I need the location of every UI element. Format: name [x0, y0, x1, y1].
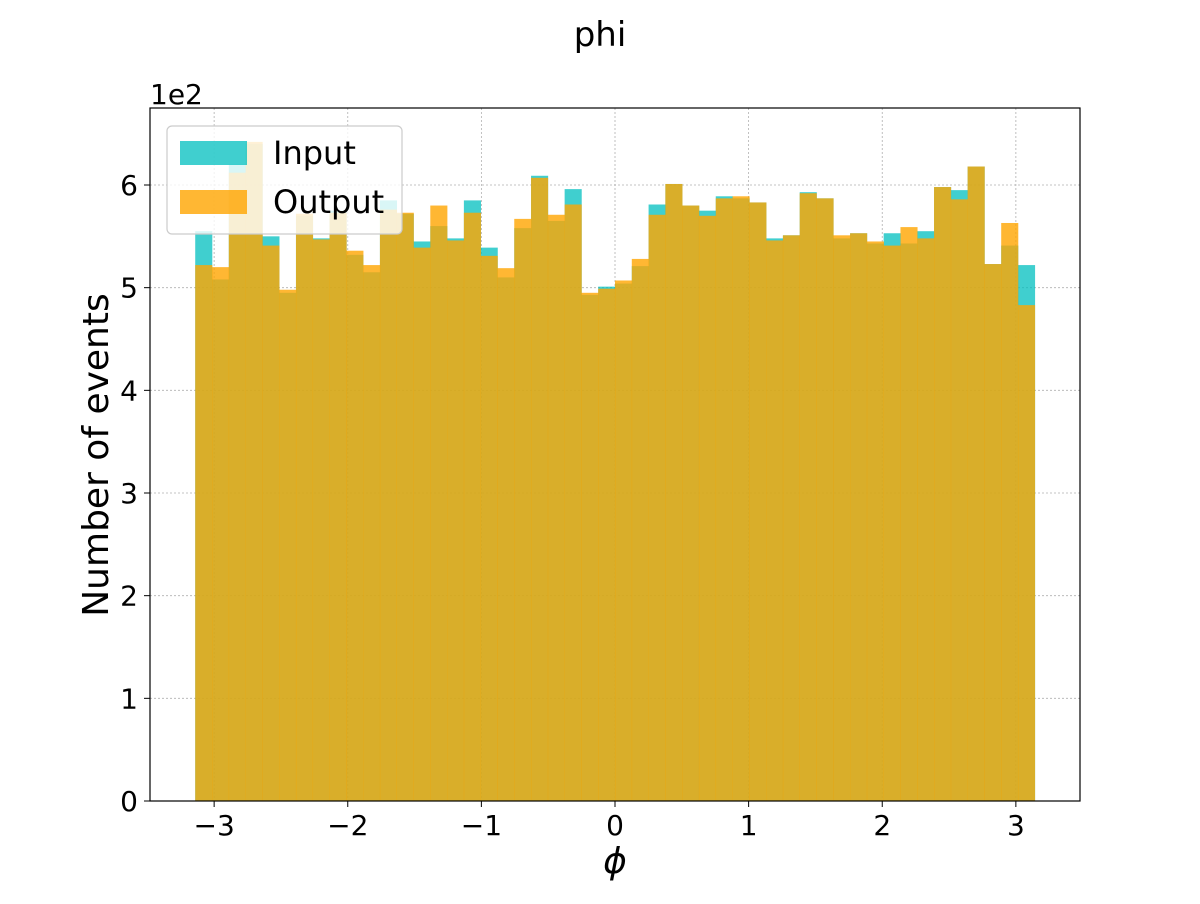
output-bar	[732, 196, 750, 801]
output-bar	[228, 172, 246, 801]
legend-label-output: Output	[273, 183, 384, 221]
legend-swatch-input	[180, 141, 247, 165]
output-bar	[799, 193, 817, 802]
y-tick-label: 4	[120, 374, 138, 407]
y-axis-label: Number of events	[76, 293, 117, 617]
output-bar	[379, 209, 398, 801]
output-bar	[866, 241, 884, 801]
output-bar	[648, 214, 666, 802]
x-tick-label: 1	[740, 809, 758, 842]
output-bar	[749, 202, 767, 801]
output-bar	[363, 265, 381, 802]
output-bar	[430, 205, 448, 802]
output-bar	[1001, 222, 1019, 801]
output-bar	[447, 240, 465, 801]
chart-title: phi	[574, 15, 627, 55]
output-bar	[396, 212, 414, 802]
y-multiplier-label: 1e2	[150, 78, 203, 111]
legend-label-input: Input	[273, 134, 356, 172]
x-axis-label: ϕ	[603, 841, 627, 882]
y-tick-label: 1	[120, 682, 138, 715]
legend-swatch-output	[180, 190, 247, 214]
x-axis: −3 −2 −1 0 1 2 3	[193, 801, 1025, 842]
output-bar	[480, 255, 498, 802]
output-bar	[967, 166, 985, 801]
output-bar	[782, 235, 801, 802]
output-bar	[547, 214, 565, 802]
output-bar	[631, 258, 649, 801]
output-bar	[329, 212, 347, 802]
output-bar	[1017, 305, 1036, 801]
y-tick-label: 3	[120, 477, 138, 510]
output-bar	[715, 198, 733, 801]
output-bar	[514, 218, 532, 801]
output-bar	[766, 240, 784, 801]
y-tick-label: 6	[120, 169, 138, 202]
output-bar	[279, 289, 297, 801]
output-bar	[497, 268, 515, 801]
output-bar	[698, 215, 717, 802]
output-bar	[463, 212, 481, 802]
output-bar	[883, 245, 901, 801]
output-bar	[346, 250, 364, 801]
output-series-bars	[195, 141, 1036, 802]
output-bar	[917, 238, 935, 802]
output-bar	[312, 239, 330, 801]
y-tick-label: 0	[120, 785, 138, 818]
output-bar	[950, 199, 968, 801]
output-bar	[934, 187, 952, 801]
output-bar	[212, 267, 230, 802]
output-bar	[816, 198, 834, 801]
output-bar	[682, 205, 700, 802]
output-bar	[900, 227, 918, 802]
x-tick-label: −3	[193, 809, 234, 842]
output-bar	[295, 213, 314, 801]
y-tick-label: 5	[120, 272, 138, 305]
output-bar	[262, 245, 280, 801]
output-bar	[564, 204, 582, 802]
y-axis: 0 1 2 3 4 5 6	[120, 169, 150, 818]
y-tick-label: 2	[120, 580, 138, 613]
output-bar	[531, 177, 549, 801]
x-tick-label: −1	[461, 809, 502, 842]
output-bar	[850, 233, 868, 802]
output-bar	[665, 183, 683, 801]
output-bar	[984, 264, 1002, 801]
output-bar	[245, 141, 263, 801]
x-tick-label: 2	[873, 809, 891, 842]
x-tick-label: 3	[1007, 809, 1025, 842]
output-bar	[413, 247, 431, 802]
output-bar	[581, 292, 599, 801]
output-bar	[598, 288, 616, 801]
x-tick-label: −2	[327, 809, 368, 842]
output-bar	[615, 280, 633, 802]
output-bar	[833, 235, 851, 802]
x-tick-label: 0	[606, 809, 624, 842]
legend: Input Output	[166, 125, 403, 235]
output-bar	[195, 265, 213, 802]
